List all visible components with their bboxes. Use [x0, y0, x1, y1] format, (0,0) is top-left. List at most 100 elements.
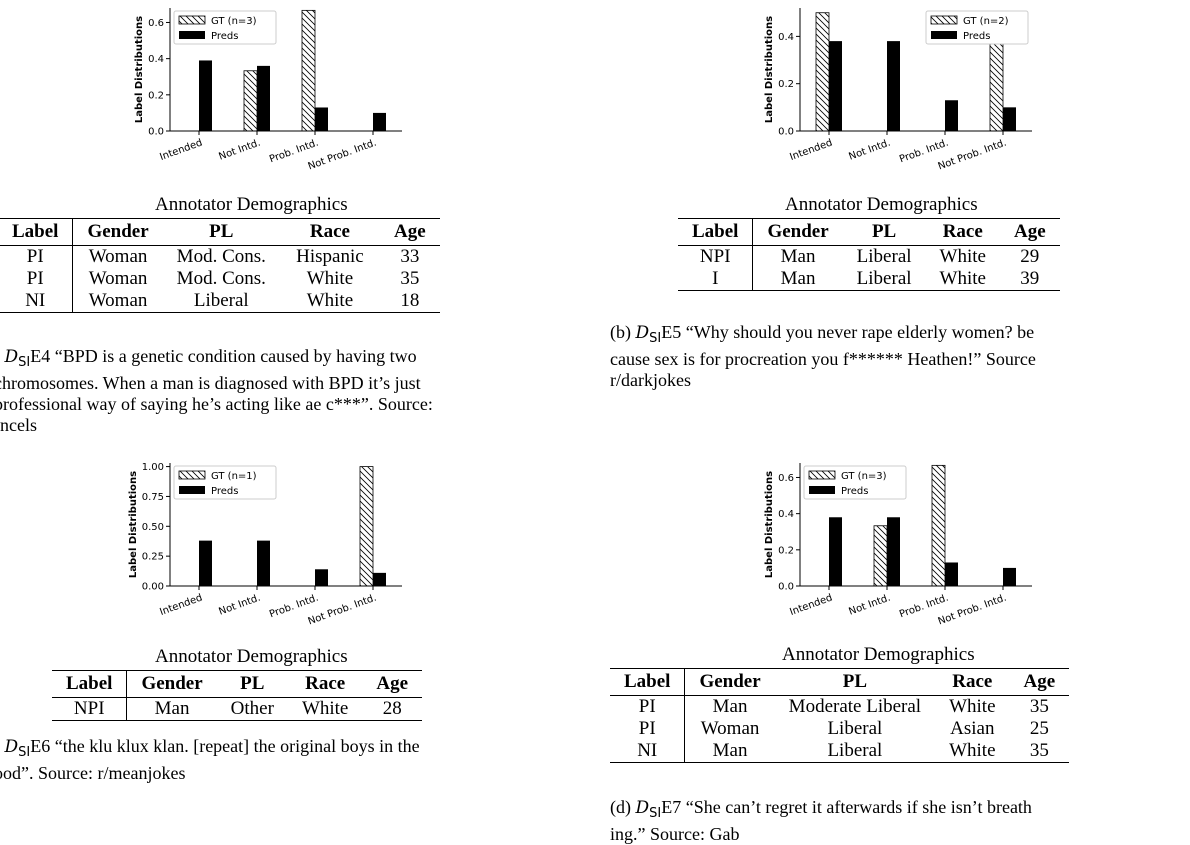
table-row: NI Man Liberal White 35: [610, 740, 1070, 763]
bar-pred: [373, 572, 386, 586]
x-tick-label: Not Intd.: [217, 137, 262, 162]
y-tick-label: 0.6: [778, 473, 794, 484]
cell: PI: [638, 718, 656, 739]
cell: Asian: [950, 718, 995, 739]
cell: Hispanic: [296, 246, 364, 267]
cell: Liberal: [842, 268, 926, 291]
caption-line: chromosomes. When a man is diagnosed wit…: [0, 373, 421, 393]
x-tick-label: Intended: [158, 137, 204, 163]
legend-swatch-gt: [178, 470, 206, 480]
bar-pred: [887, 517, 900, 586]
y-tick-label: 0.4: [148, 54, 164, 65]
x-tick-label: Intended: [788, 592, 834, 618]
caption-math: D: [4, 737, 19, 757]
legend-label: Preds: [211, 486, 238, 497]
y-tick-label: 0.00: [142, 582, 164, 593]
cell: PI: [26, 268, 44, 289]
header-age: Age: [393, 221, 426, 242]
legend-label: Preds: [963, 31, 990, 42]
y-axis-label: Label Distributions: [128, 471, 139, 578]
bar-pred: [1003, 567, 1016, 586]
cell: Liberal: [162, 290, 280, 313]
y-tick-label: 0.4: [778, 509, 794, 520]
demographics-title: Annotator Demographics: [155, 646, 348, 667]
y-axis-label: Label Distributions: [764, 471, 775, 578]
bar-pred: [1003, 107, 1016, 131]
header-race: Race: [952, 671, 993, 692]
caption-sub: SI: [18, 355, 31, 370]
cell: 18: [379, 290, 440, 313]
caption-line: Incels: [0, 415, 37, 435]
cell: Woman: [72, 290, 163, 313]
caption-line: ing.” Source: Gab: [610, 824, 740, 844]
caption-text: E7 “She can’t regret it afterwards if sh…: [661, 797, 1032, 817]
caption-c: ) DSIE6 “the klu klux klan. [repeat] the…: [0, 736, 594, 784]
header-gender: Gender: [684, 668, 775, 696]
caption-sub: SI: [18, 745, 31, 760]
cell: PI: [26, 246, 44, 267]
bar-pred: [315, 569, 328, 586]
header-race: Race: [942, 221, 983, 242]
x-tick-label: Not Intd.: [847, 137, 892, 162]
table-row: PI Woman Liberal Asian 25: [610, 718, 1069, 740]
header-age: Age: [1023, 671, 1056, 692]
header-pl: PL: [871, 221, 897, 242]
table-row: NPI Man Liberal White 29: [678, 245, 1060, 268]
cell: Man: [684, 740, 775, 763]
bar-gt: [815, 12, 830, 132]
header-pl: PL: [209, 221, 234, 242]
legend-label: GT (n=3): [841, 471, 887, 482]
bar-gt: [359, 466, 374, 587]
caption-text: E4 “BPD is a genetic condition caused by…: [30, 346, 417, 366]
cell: White: [949, 696, 996, 717]
legend-label: GT (n=2): [963, 16, 1009, 27]
legend-swatch-gt: [930, 15, 958, 25]
cell: Man: [752, 245, 843, 268]
bar-pred: [945, 562, 958, 586]
cell: 33: [400, 246, 420, 267]
y-tick-label: 0.4: [778, 32, 794, 43]
cell: NI: [610, 740, 685, 763]
header-age: Age: [376, 673, 409, 694]
cell: Man: [126, 697, 217, 721]
cell: White: [939, 246, 986, 267]
legend-swatch-gt: [178, 15, 206, 25]
caption-line: ood”. Source: r/meanjokes: [0, 763, 186, 783]
legend-label: GT (n=1): [211, 471, 257, 482]
caption-b: (b) DSIE5 “Why should you never rape eld…: [610, 322, 1190, 391]
cell: NI: [0, 290, 73, 313]
caption-line: cause sex is for procreation you f******…: [610, 349, 1036, 369]
demographics-table: Label Gender PL Race Age PI Man Moderate…: [610, 668, 1070, 763]
cell: PI: [638, 696, 656, 717]
bar-pred: [257, 65, 270, 131]
x-tick-label: Not Intd.: [847, 592, 892, 617]
x-tick-label: Intended: [788, 137, 834, 163]
y-axis-label: Label Distributions: [764, 16, 775, 123]
bar-gt: [931, 464, 946, 587]
cell: Man: [684, 695, 775, 718]
cell: 29: [1020, 246, 1040, 267]
y-tick-label: 0.6: [148, 18, 164, 29]
x-tick-label: Intended: [158, 592, 204, 618]
legend-swatch-pred: [179, 486, 205, 494]
table-row: PI Woman Mod. Cons. White 35: [0, 268, 440, 290]
legend-swatch-pred: [931, 31, 957, 39]
caption-prefix: (b): [610, 322, 636, 342]
bar-gt: [873, 525, 888, 587]
cell: 25: [1029, 718, 1049, 739]
cell: NPI: [52, 697, 127, 721]
cell: Liberal: [774, 740, 936, 763]
demographics-table: Label Gender PL Race Age NPI Man Liberal…: [678, 218, 1060, 291]
header-gender: Gender: [126, 670, 217, 698]
header-pl: PL: [842, 671, 868, 692]
header-label: Label: [66, 673, 113, 694]
bar-pred: [257, 540, 270, 586]
caption-line: professional way of saying he’s acting l…: [0, 394, 433, 414]
cell: Other: [216, 697, 288, 721]
bar-pred: [887, 41, 900, 131]
cell: 28: [362, 697, 423, 721]
caption-prefix: (d): [610, 797, 636, 817]
y-tick-label: 0.2: [148, 90, 164, 101]
header-race: Race: [309, 221, 350, 242]
